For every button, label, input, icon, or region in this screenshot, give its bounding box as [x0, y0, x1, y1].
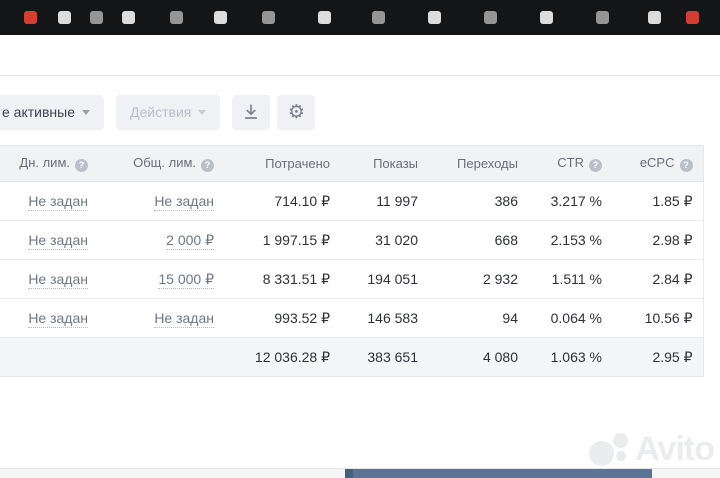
avito-logo-icon — [587, 429, 631, 469]
impressions-cell: 194 051 — [340, 259, 428, 299]
toolbar: е активные Действия ⚙ — [0, 94, 316, 130]
chevron-down-icon — [82, 109, 90, 115]
col-header-spent: Потрачено — [224, 145, 340, 182]
col-header-ecpc: eCPC? — [612, 145, 704, 182]
totals-impressions: 383 651 — [340, 337, 428, 377]
help-icon[interactable]: ? — [201, 159, 214, 172]
daily-limit-link[interactable]: Не задан — [28, 232, 88, 250]
ctr-cell: 2.153 % — [528, 220, 612, 260]
daily-limit-link[interactable]: Не задан — [28, 271, 88, 289]
taskbar-icon — [90, 11, 103, 24]
table-row: Не задан 2 000 ₽ 1 997.15 ₽ 31 020 668 2… — [0, 220, 704, 260]
horizontal-scrollbar-track[interactable] — [0, 468, 720, 478]
filter-dropdown-label: е активные — [2, 104, 75, 120]
taskbar-icon — [596, 11, 609, 24]
taskbar-icon — [214, 11, 227, 24]
taskbar-icon — [318, 11, 331, 24]
chevron-down-icon — [198, 109, 207, 115]
scrollbar-thumb-cap — [345, 469, 353, 478]
settings-button[interactable]: ⚙ — [277, 94, 316, 130]
col-header-daily-limit: Дн. лим.? — [0, 145, 98, 182]
totals-ctr: 1.063 % — [528, 337, 612, 377]
col-header-ctr: CTR? — [528, 145, 612, 182]
avito-watermark: Avito — [587, 428, 715, 470]
daily-limit-link[interactable]: Не задан — [28, 193, 88, 211]
spent-cell: 8 331.51 ₽ — [224, 259, 340, 299]
impressions-cell: 31 020 — [340, 220, 428, 260]
help-icon[interactable]: ? — [589, 159, 602, 172]
taskbar-icon — [24, 11, 37, 24]
gear-icon: ⚙ — [287, 101, 305, 123]
impressions-cell: 11 997 — [340, 181, 428, 221]
taskbar-icon — [122, 11, 135, 24]
filter-dropdown[interactable]: е активные — [0, 94, 104, 130]
actions-dropdown[interactable]: Действия — [116, 94, 221, 130]
clicks-cell: 386 — [428, 181, 528, 221]
toolbar-top-divider — [0, 75, 720, 76]
total-limit-link[interactable]: Не задан — [154, 193, 214, 211]
totals-spent: 12 036.28 ₽ — [224, 337, 340, 377]
spent-cell: 993.52 ₽ — [224, 298, 340, 338]
totals-empty-cell — [98, 337, 224, 377]
taskbar-icon — [262, 11, 275, 24]
totals-clicks: 4 080 — [428, 337, 528, 377]
ecpc-cell: 1.85 ₽ — [612, 181, 704, 221]
browser-top-strip — [0, 0, 720, 35]
avito-watermark-text: Avito — [635, 430, 715, 468]
col-header-impressions: Показы — [340, 145, 428, 182]
taskbar-icon — [58, 11, 71, 24]
taskbar-icon — [540, 11, 553, 24]
total-limit-link[interactable]: 15 000 ₽ — [158, 270, 214, 289]
table-row: Не задан 15 000 ₽ 8 331.51 ₽ 194 051 2 9… — [0, 259, 704, 299]
totals-ecpc: 2.95 ₽ — [612, 337, 704, 377]
ecpc-cell: 10.56 ₽ — [612, 298, 704, 338]
total-limit-link[interactable]: Не задан — [154, 310, 214, 328]
totals-empty-cell — [0, 337, 98, 377]
clicks-cell: 2 932 — [428, 259, 528, 299]
total-limit-link[interactable]: 2 000 ₽ — [166, 231, 214, 250]
download-icon — [245, 104, 258, 119]
clicks-cell: 668 — [428, 220, 528, 260]
col-header-clicks: Переходы — [428, 145, 528, 182]
export-download-button[interactable] — [232, 94, 271, 130]
ecpc-cell: 2.84 ₽ — [612, 259, 704, 299]
spent-cell: 714.10 ₽ — [224, 181, 340, 221]
campaign-stats-table: Дн. лим.? Общ. лим.? Потрачено Показы Пе… — [0, 145, 704, 377]
actions-dropdown-label: Действия — [130, 104, 192, 120]
ctr-cell: 0.064 % — [528, 298, 612, 338]
table-row: Не задан Не задан 714.10 ₽ 11 997 386 3.… — [0, 181, 704, 221]
taskbar-icon — [372, 11, 385, 24]
horizontal-scrollbar-thumb[interactable] — [345, 469, 652, 478]
taskbar-icon — [484, 11, 497, 24]
help-icon[interactable]: ? — [75, 159, 88, 172]
help-icon[interactable]: ? — [679, 159, 693, 172]
spent-cell: 1 997.15 ₽ — [224, 220, 340, 260]
taskbar-icon — [648, 11, 661, 24]
ctr-cell: 3.217 % — [528, 181, 612, 221]
table-row: Не задан Не задан 993.52 ₽ 146 583 94 0.… — [0, 298, 704, 338]
taskbar-icon — [170, 11, 183, 24]
totals-row: 12 036.28 ₽ 383 651 4 080 1.063 % 2.95 ₽ — [0, 337, 704, 377]
table-header-row: Дн. лим.? Общ. лим.? Потрачено Показы Пе… — [0, 145, 704, 182]
col-header-total-limit: Общ. лим.? — [98, 145, 224, 182]
impressions-cell: 146 583 — [340, 298, 428, 338]
taskbar-icon — [686, 11, 699, 24]
taskbar-icon — [428, 11, 441, 24]
ctr-cell: 1.511 % — [528, 259, 612, 299]
daily-limit-link[interactable]: Не задан — [28, 310, 88, 328]
ecpc-cell: 2.98 ₽ — [612, 220, 704, 260]
clicks-cell: 94 — [428, 298, 528, 338]
